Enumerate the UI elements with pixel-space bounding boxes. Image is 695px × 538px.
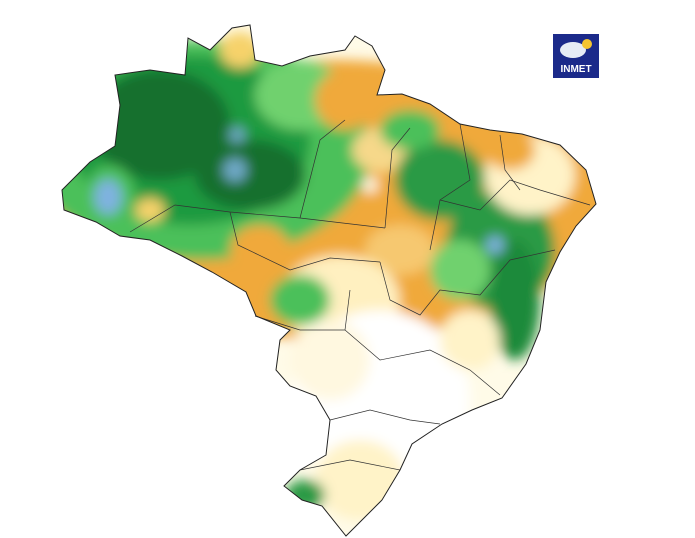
border xyxy=(329,409,441,425)
border xyxy=(344,329,501,396)
logo: INMET xyxy=(553,34,599,78)
rain-patch xyxy=(230,225,290,275)
rain-patch xyxy=(440,310,500,370)
logo-sun xyxy=(582,39,592,49)
rain-patch xyxy=(229,127,245,143)
border xyxy=(254,289,351,331)
rain-patch xyxy=(380,110,440,150)
rain-patch xyxy=(485,130,535,170)
border xyxy=(384,127,411,229)
rain-patch xyxy=(195,140,305,210)
border xyxy=(299,119,346,219)
rain-patch xyxy=(430,240,490,300)
rain-patch xyxy=(270,275,330,325)
rain-patch xyxy=(395,140,485,220)
border xyxy=(439,179,591,211)
logo-cloud xyxy=(560,42,586,58)
state-borders xyxy=(129,119,591,471)
rain-patch xyxy=(315,70,375,130)
rain-patch xyxy=(94,179,122,215)
rain-patch xyxy=(223,158,247,182)
rain-patch xyxy=(220,32,260,68)
logo-label: INMET xyxy=(560,64,591,75)
border xyxy=(299,459,401,471)
border xyxy=(429,123,471,251)
border xyxy=(229,211,381,271)
rain-patch xyxy=(90,70,230,180)
rain-patch xyxy=(290,320,370,400)
rain-patch xyxy=(490,240,540,360)
rain-patch xyxy=(362,177,378,193)
rain-patch xyxy=(365,225,435,275)
border xyxy=(499,134,521,191)
rain-patch xyxy=(486,236,504,254)
rain-patch xyxy=(135,198,165,222)
border xyxy=(379,249,556,316)
